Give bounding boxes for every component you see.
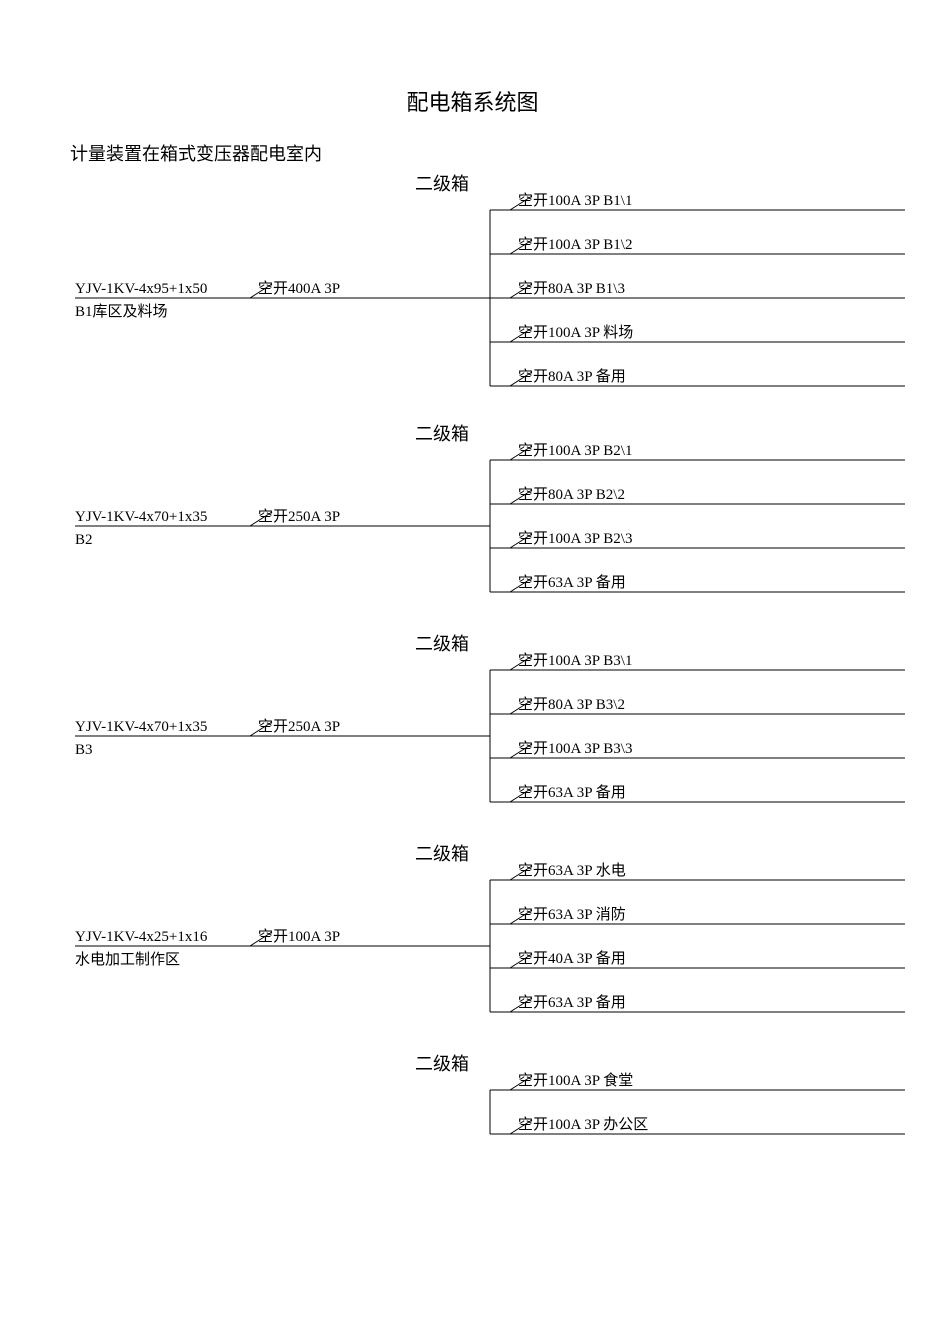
branch-label-2-0: 空开100A 3P B3\1 [518, 652, 632, 669]
second-box-label-0: 二级箱 [415, 174, 469, 194]
branch-label-1-1: 空开80A 3P B2\2 [518, 486, 625, 503]
main-line1-1: YJV-1KV-4x70+1x35 [75, 509, 207, 525]
main-line2-2: B3 [75, 742, 93, 758]
branch-label-0-1: 空开100A 3P B1\2 [518, 236, 632, 253]
distribution-box-diagram: 配电箱系统图计量装置在箱式变压器配电室内二级箱空开100A 3P B1\1空开1… [0, 0, 945, 1337]
branch-label-3-0: 空开63A 3P 水电 [518, 862, 626, 879]
branch-label-1-3: 空开63A 3P 备用 [518, 574, 626, 591]
diagram-subtitle: 计量装置在箱式变压器配电室内 [70, 144, 322, 164]
second-box-label-3: 二级箱 [415, 844, 469, 864]
branch-label-1-0: 空开100A 3P B2\1 [518, 442, 632, 459]
second-box-label-2: 二级箱 [415, 634, 469, 654]
breaker-label-3: 空开100A 3P [258, 928, 340, 945]
branch-label-2-1: 空开80A 3P B3\2 [518, 696, 625, 713]
branch-label-3-3: 空开63A 3P 备用 [518, 994, 626, 1011]
branch-label-0-2: 空开80A 3P B1\3 [518, 280, 625, 297]
branch-label-1-2: 空开100A 3P B2\3 [518, 530, 632, 547]
branch-label-3-1: 空开63A 3P 消防 [518, 906, 626, 923]
main-line1-0: YJV-1KV-4x95+1x50 [75, 281, 207, 297]
breaker-label-1: 空开250A 3P [258, 508, 340, 525]
branch-label-2-3: 空开63A 3P 备用 [518, 784, 626, 801]
branch-label-0-0: 空开100A 3P B1\1 [518, 192, 632, 209]
main-line1-2: YJV-1KV-4x70+1x35 [75, 719, 207, 735]
main-line2-1: B2 [75, 532, 93, 548]
breaker-label-2: 空开250A 3P [258, 718, 340, 735]
branch-label-2-2: 空开100A 3P B3\3 [518, 740, 632, 757]
branch-label-4-0: 空开100A 3P 食堂 [518, 1072, 633, 1089]
main-line2-0: B1库区及料场 [75, 303, 168, 320]
branch-label-0-3: 空开100A 3P 料场 [518, 324, 633, 341]
branch-label-0-4: 空开80A 3P 备用 [518, 368, 626, 385]
breaker-label-0: 空开400A 3P [258, 280, 340, 297]
diagram-title: 配电箱系统图 [406, 90, 538, 115]
branch-label-3-2: 空开40A 3P 备用 [518, 950, 626, 967]
second-box-label-4: 二级箱 [415, 1054, 469, 1074]
main-line1-3: YJV-1KV-4x25+1x16 [75, 929, 208, 945]
branch-label-4-1: 空开100A 3P 办公区 [518, 1116, 648, 1133]
main-line2-3: 水电加工制作区 [75, 951, 180, 968]
second-box-label-1: 二级箱 [415, 424, 469, 444]
